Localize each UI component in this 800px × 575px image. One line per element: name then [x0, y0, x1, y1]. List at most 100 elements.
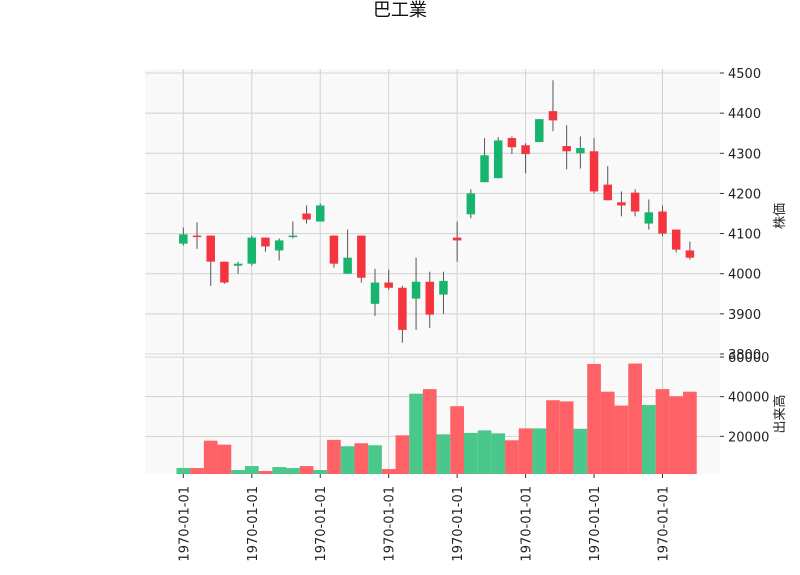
- volume-bar: [573, 428, 588, 474]
- candle: [192, 222, 202, 249]
- candle-body: [644, 212, 654, 224]
- volume-bar: [422, 389, 437, 474]
- candle: [589, 138, 599, 194]
- chart-title: 巴工業: [373, 0, 427, 21]
- candle: [439, 271, 448, 314]
- candle: [603, 166, 612, 201]
- candle: [411, 257, 421, 330]
- candle-body: [329, 235, 339, 264]
- x-tick-label: 1970-01-01: [246, 486, 261, 562]
- price-y-axis-label: 株価: [773, 203, 788, 229]
- candle-body: [233, 263, 243, 266]
- candle-body: [370, 282, 380, 304]
- candle-body: [535, 119, 544, 143]
- volume-bar: [176, 468, 191, 474]
- candle: [302, 205, 311, 224]
- candle-body: [521, 145, 530, 155]
- volume-bar: [190, 468, 204, 474]
- candle: [617, 191, 626, 217]
- candle-body: [425, 281, 435, 315]
- candle-body: [398, 287, 407, 330]
- candle-body: [343, 257, 352, 274]
- candle-body: [603, 184, 612, 201]
- candle-body: [480, 155, 489, 183]
- volume-bar: [217, 444, 232, 474]
- x-axis: 1970-01-01 1970-01-01 1970-01-01 1970-01-01…: [177, 474, 672, 562]
- candle-body: [206, 235, 215, 262]
- candle: [329, 235, 339, 268]
- price-y-tick-label: 4500: [728, 67, 761, 82]
- volume-bar: [244, 466, 259, 474]
- volume-y-tick-label: 60000: [728, 351, 769, 366]
- candle-body: [261, 237, 270, 247]
- candle-body: [384, 282, 393, 288]
- price-y-tick-label: 4400: [728, 107, 761, 122]
- volume-bars: [176, 363, 697, 474]
- candle: [206, 235, 215, 286]
- candle: [343, 229, 352, 274]
- candle-body: [411, 281, 421, 299]
- volume-bar: [272, 467, 287, 474]
- candle-body: [247, 237, 257, 264]
- volume-bar: [340, 446, 355, 474]
- volume-bar: [313, 470, 328, 474]
- volume-bar: [655, 389, 670, 474]
- x-tick-label: 1970-01-01: [657, 486, 672, 562]
- candle: [384, 269, 393, 290]
- candle-body: [589, 151, 599, 192]
- price-y-tick-label: 4100: [728, 228, 761, 243]
- volume-bar: [491, 433, 506, 474]
- candle-body: [439, 280, 448, 295]
- x-tick-label: 1970-01-01: [520, 486, 535, 562]
- volume-panel: 20000 40000 60000 出来高: [145, 351, 788, 474]
- volume-y-axis: 20000 40000 60000: [720, 351, 769, 445]
- volume-bar: [614, 405, 629, 474]
- volume-bar: [505, 440, 519, 474]
- candle-body: [493, 140, 503, 179]
- candle-body: [274, 240, 284, 251]
- candle-body: [466, 193, 476, 215]
- candle: [576, 136, 585, 169]
- volume-y-tick-label: 20000: [728, 430, 769, 445]
- candle-body: [452, 237, 462, 241]
- candle-body: [192, 235, 202, 238]
- volume-bar: [641, 404, 656, 474]
- x-tick-label: 1970-01-01: [177, 486, 192, 562]
- volume-bar: [299, 466, 314, 474]
- candle-body: [685, 250, 695, 258]
- volume-bar: [628, 363, 642, 474]
- volume-bar: [327, 439, 341, 474]
- candle-body: [576, 148, 585, 154]
- candle: [507, 136, 517, 155]
- volume-bar: [683, 391, 697, 474]
- volume-bar: [395, 435, 410, 474]
- candle: [630, 189, 640, 217]
- price-panel: 3800 3900 4000 4100 4200 4300 4400 4500 株価: [145, 67, 788, 363]
- candle: [261, 237, 270, 252]
- candle: [480, 138, 489, 183]
- candle: [425, 271, 435, 328]
- x-tick-label: 1970-01-01: [383, 486, 398, 562]
- x-tick-label: 1970-01-01: [588, 486, 603, 562]
- candle-body: [548, 111, 558, 121]
- candle: [370, 268, 380, 316]
- volume-bar: [368, 445, 382, 474]
- volume-bar: [354, 443, 369, 474]
- candle-body: [507, 138, 517, 148]
- candle: [562, 125, 571, 170]
- volume-bar: [203, 440, 218, 474]
- volume-bar: [409, 393, 423, 474]
- candle-body: [179, 234, 188, 244]
- candle: [247, 235, 257, 266]
- candle: [398, 285, 407, 343]
- volume-bar: [669, 396, 684, 474]
- candle-body: [617, 202, 626, 206]
- volume-bar: [587, 363, 601, 474]
- candle: [521, 143, 530, 174]
- candle: [452, 221, 462, 262]
- price-y-tick-label: 3900: [728, 308, 761, 323]
- volume-bar: [286, 468, 300, 474]
- volume-bar: [450, 406, 464, 474]
- volume-bar: [546, 400, 560, 474]
- price-y-tick-label: 3800: [728, 348, 761, 363]
